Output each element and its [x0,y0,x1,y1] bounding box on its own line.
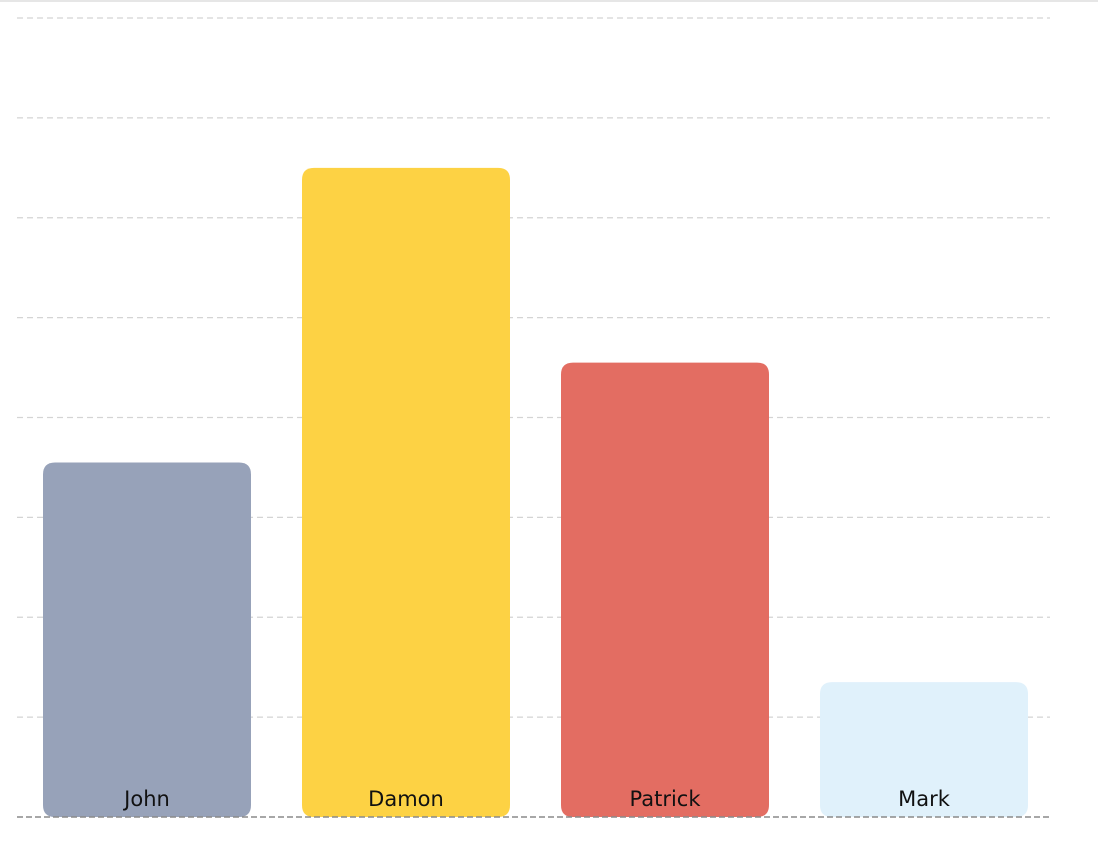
bar-label-mark: Mark [898,787,951,811]
bar-damon [302,167,510,817]
bar-label-patrick: Patrick [630,787,702,811]
bars [43,167,1028,817]
bar-labels: John Damon Patrick Mark [122,787,951,811]
bar-patrick [561,362,769,817]
bar-label-john: John [122,787,170,811]
bar-label-damon: Damon [368,787,444,811]
bar-mark [820,682,1028,817]
bar-john [43,462,251,817]
top-border [0,0,1098,2]
